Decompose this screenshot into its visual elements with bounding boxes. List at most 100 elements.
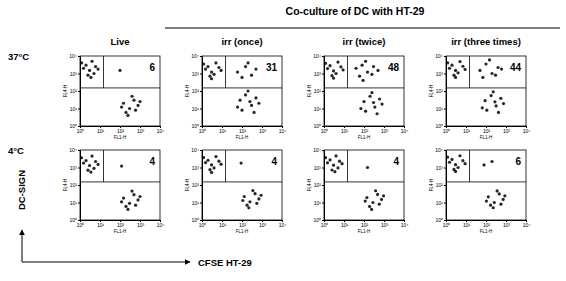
tick-mark (444, 185, 446, 186)
tick-label: 10³ (259, 222, 267, 228)
tick: 10⁰ (77, 126, 85, 134)
tick-mark (322, 91, 324, 92)
tick-label: 10² (117, 128, 125, 134)
tick-mark (322, 220, 324, 221)
points (80, 150, 160, 211)
axis-line (78, 57, 81, 127)
tick-label: 10⁰ (69, 217, 77, 223)
tick: 10² (436, 182, 446, 188)
gate-percent: 4 (149, 156, 155, 167)
tick: 10¹ (219, 220, 227, 228)
tick-mark (78, 220, 80, 221)
tick-label: 10² (483, 128, 491, 134)
event (259, 194, 262, 197)
tick-mark (78, 91, 80, 92)
tick-label: 10⁴ (69, 53, 77, 59)
tick: 10⁴ (313, 53, 324, 59)
tick-label: 10⁰ (199, 128, 207, 134)
tick: 10² (483, 126, 491, 134)
tick: 10⁴ (401, 220, 409, 228)
tick-label: 10⁴ (435, 147, 443, 153)
tick-mark (444, 220, 446, 221)
tick: 10¹ (192, 106, 202, 112)
axis-line (322, 151, 325, 221)
event (456, 71, 459, 74)
event (366, 166, 369, 169)
tick: 10⁰ (435, 217, 446, 223)
event (450, 158, 453, 161)
event (454, 69, 457, 72)
tick-label: 10¹ (341, 128, 349, 134)
event (448, 161, 451, 164)
tick-label: 10³ (70, 71, 78, 77)
event (360, 64, 363, 67)
gate-percent: 6 (149, 62, 155, 73)
event (382, 194, 385, 197)
event (118, 69, 121, 72)
tick-label: 10⁰ (321, 128, 329, 134)
panel: 10⁰10¹10²10³10⁴10⁰10¹10²10³10⁴FL1-HFL4-H… (63, 53, 164, 140)
tick-label: 10⁰ (69, 123, 77, 129)
event (128, 202, 131, 205)
panel-x-label: FL1-H (358, 229, 371, 234)
event (485, 200, 488, 203)
gate-line (446, 87, 526, 88)
tick-mark (444, 91, 446, 92)
event (120, 165, 123, 168)
event (206, 159, 209, 162)
event (368, 205, 371, 208)
axis-line (200, 57, 203, 127)
event (240, 76, 243, 79)
gate-percent: 6 (515, 156, 521, 167)
tick-mark (322, 185, 324, 186)
tick: 10¹ (219, 126, 227, 134)
panel: 10⁰10¹10²10³10⁴10⁰10¹10²10³10⁴FL1-HFL4-H… (307, 53, 408, 140)
tick-label: 10³ (503, 222, 511, 228)
row-label: 37°C (8, 51, 29, 62)
event (94, 65, 97, 68)
tick: 10⁴ (191, 147, 202, 153)
event (120, 200, 123, 203)
event (461, 159, 464, 162)
tick-label: 10⁴ (157, 128, 165, 134)
tick-label: 10⁴ (313, 147, 321, 153)
panel: 10⁰10¹10²10³10⁴10⁰10¹10²10³10⁴FL1-HFL4-H… (307, 147, 408, 234)
event (380, 198, 383, 201)
event (502, 198, 505, 201)
event (250, 74, 253, 77)
gate-percent: 48 (388, 62, 400, 73)
event (496, 66, 499, 69)
points (324, 56, 404, 115)
event (484, 62, 487, 65)
panel-x-label: FL1-H (236, 135, 249, 140)
event (463, 162, 466, 165)
event (375, 112, 378, 115)
tick-label: 10⁰ (443, 222, 451, 228)
tick-label: 10⁰ (313, 123, 321, 129)
tick-mark (444, 109, 446, 110)
column-label: irr (twice) (343, 36, 386, 47)
tick: 10² (483, 220, 491, 228)
tick: 10² (239, 126, 247, 134)
tick: 10³ (314, 165, 324, 171)
event (499, 203, 502, 206)
tick: 10³ (314, 71, 324, 77)
event (254, 96, 257, 99)
event (90, 154, 93, 157)
event (500, 67, 503, 70)
x-axis: 10⁰10¹10²10³10⁴ (199, 220, 287, 228)
panel-y-label: FL4-H (63, 85, 68, 98)
tick: 10³ (503, 220, 511, 228)
tick-label: 10¹ (463, 128, 471, 134)
event (333, 170, 336, 173)
event (364, 60, 367, 63)
tick: 10¹ (463, 220, 471, 228)
event (497, 111, 500, 114)
tick-label: 10⁰ (77, 128, 85, 134)
event (204, 161, 207, 164)
event (89, 76, 92, 79)
tick-label: 10¹ (219, 222, 227, 228)
tick-mark (322, 74, 324, 75)
tick-label: 10² (192, 88, 200, 94)
tick-mark (200, 220, 202, 221)
